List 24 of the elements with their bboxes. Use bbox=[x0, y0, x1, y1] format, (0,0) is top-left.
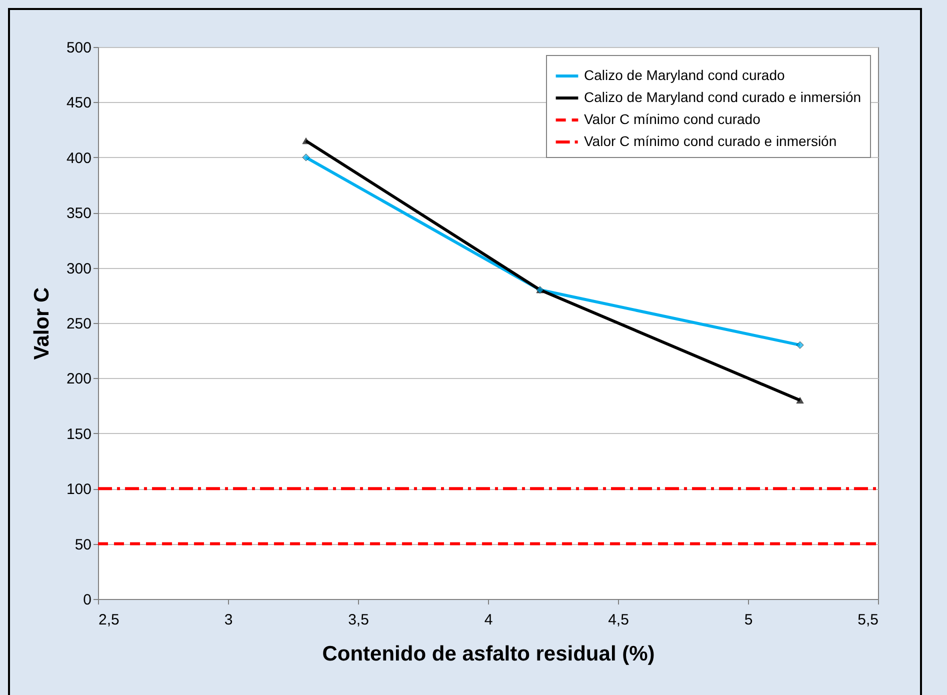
x-tick-label: 5 bbox=[744, 612, 753, 628]
legend-label: Calizo de Maryland cond curado bbox=[584, 67, 785, 83]
y-tick-label: 450 bbox=[66, 94, 92, 112]
y-tick-label: 250 bbox=[66, 316, 92, 332]
x-tick-label: 5,5 bbox=[858, 612, 878, 628]
legend-label: Valor C mínimo cond curado e inmersión bbox=[584, 133, 837, 149]
legend-label: Calizo de Maryland cond curado e inmersión bbox=[584, 89, 862, 105]
x-tick-label: 4,5 bbox=[608, 612, 629, 628]
x-tick-label: 3,5 bbox=[348, 612, 369, 628]
x-tick-label: 3 bbox=[224, 612, 233, 628]
x-tick-label: 2,5 bbox=[98, 612, 120, 628]
y-tick-label: 400 bbox=[66, 150, 92, 167]
y-tick-label: 300 bbox=[66, 260, 92, 278]
y-axis-title: Valor C bbox=[30, 287, 54, 360]
y-tick-label: 0 bbox=[83, 592, 92, 608]
y-tick-label: 50 bbox=[74, 536, 92, 554]
x-axis-title: Contenido de asfalto residual (%) bbox=[322, 642, 655, 666]
y-tick-label: 100 bbox=[66, 481, 92, 498]
y-tick-label: 350 bbox=[66, 205, 92, 222]
y-tick-label: 500 bbox=[66, 40, 92, 56]
x-tick-label: 4 bbox=[484, 612, 493, 628]
y-tick-label: 150 bbox=[66, 426, 92, 443]
y-tick-label: 200 bbox=[66, 370, 92, 388]
legend-label: Valor C mínimo cond curado bbox=[584, 111, 761, 127]
